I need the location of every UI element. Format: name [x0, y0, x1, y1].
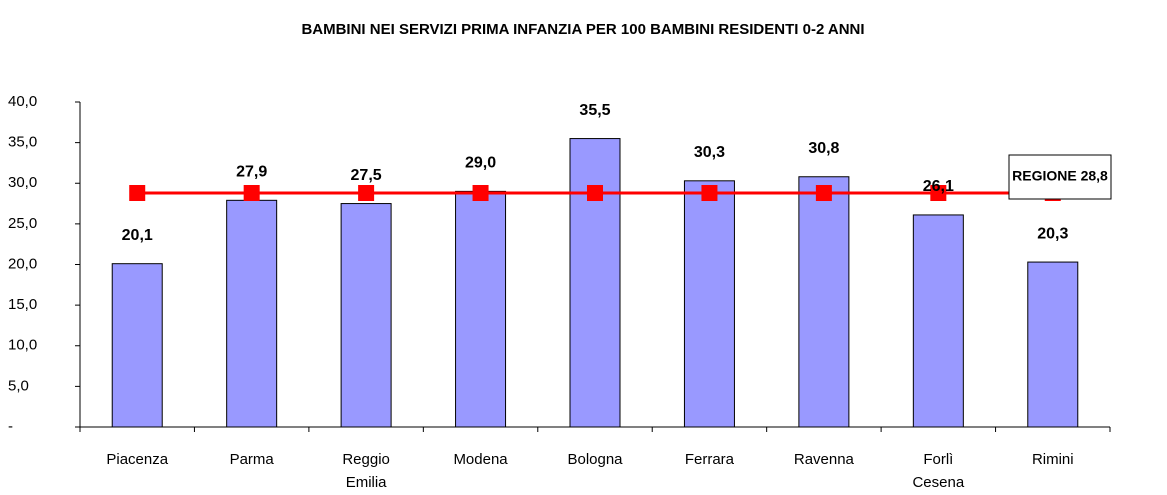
x-tick-label: Reggio Emilia — [342, 451, 390, 491]
bar — [111, 263, 163, 428]
value-label: 29,0 — [465, 155, 496, 172]
bar — [912, 214, 964, 428]
x-tick-label: Ferrara — [685, 451, 735, 468]
chart-title: BAMBINI NEI SERVIZI PRIMA INFANZIA PER 1… — [301, 21, 864, 38]
value-label: 27,5 — [351, 167, 382, 184]
y-tick-label: 30,0 — [8, 174, 37, 191]
x-tick-label: Parma — [230, 451, 275, 468]
y-tick-label: 35,0 — [8, 134, 37, 151]
average-marker — [701, 185, 718, 201]
x-tick-label: Ravenna — [794, 451, 855, 468]
value-label: 27,9 — [236, 164, 267, 181]
x-tick-label: Bologna — [567, 451, 623, 468]
average-marker — [815, 185, 832, 201]
value-label: 30,8 — [808, 140, 839, 157]
value-label: 20,3 — [1037, 225, 1068, 242]
bar — [798, 176, 850, 428]
bar — [569, 138, 621, 428]
bar — [340, 203, 392, 428]
average-marker — [587, 185, 603, 201]
annotation: REGIONE 28,8 — [1012, 168, 1108, 184]
x-tick-label-line: Piacenza — [106, 451, 168, 468]
x-tick-label: Rimini — [1032, 451, 1074, 468]
x-tick-label-line: Cesena — [912, 474, 964, 491]
bar — [226, 199, 278, 428]
x-tick-label-line: Emilia — [346, 474, 387, 491]
y-tick-label: 25,0 — [8, 215, 37, 232]
x-tick-label-line: Bologna — [567, 451, 623, 468]
bar — [1027, 261, 1079, 428]
average-marker — [129, 185, 146, 201]
bar — [683, 180, 735, 428]
x-tick-label-line: Ferrara — [685, 451, 735, 468]
x-tick-label-line: Parma — [230, 451, 275, 468]
y-tick-label: - — [8, 418, 13, 435]
x-tick-label-line: Forlì — [923, 451, 953, 468]
y-tick-label: 40,0 — [8, 93, 37, 110]
value-label: 30,3 — [694, 144, 725, 161]
annotation-box — [1008, 154, 1112, 200]
value-label: 35,5 — [579, 102, 610, 119]
value-label: 20,1 — [122, 227, 153, 244]
average-marker — [358, 185, 375, 201]
x-tick-label-line: Modena — [453, 451, 508, 468]
x-tick-label-line: Ravenna — [794, 451, 855, 468]
value-label: 26,1 — [923, 178, 954, 195]
y-tick-label: 5,0 — [8, 377, 29, 394]
average-marker — [930, 185, 947, 201]
average-marker — [472, 185, 489, 201]
x-tick-label: Piacenza — [106, 451, 168, 468]
x-tick-label: Forlì Cesena — [912, 451, 964, 491]
x-tick-label-line: Reggio — [342, 451, 390, 468]
y-tick-label: 20,0 — [8, 255, 37, 272]
y-tick-label: 10,0 — [8, 337, 37, 354]
bar — [455, 190, 507, 428]
x-tick-label-line: Rimini — [1032, 451, 1074, 468]
x-tick-label: Modena — [453, 451, 508, 468]
y-tick-label: 15,0 — [8, 296, 37, 313]
average-marker — [243, 185, 260, 201]
